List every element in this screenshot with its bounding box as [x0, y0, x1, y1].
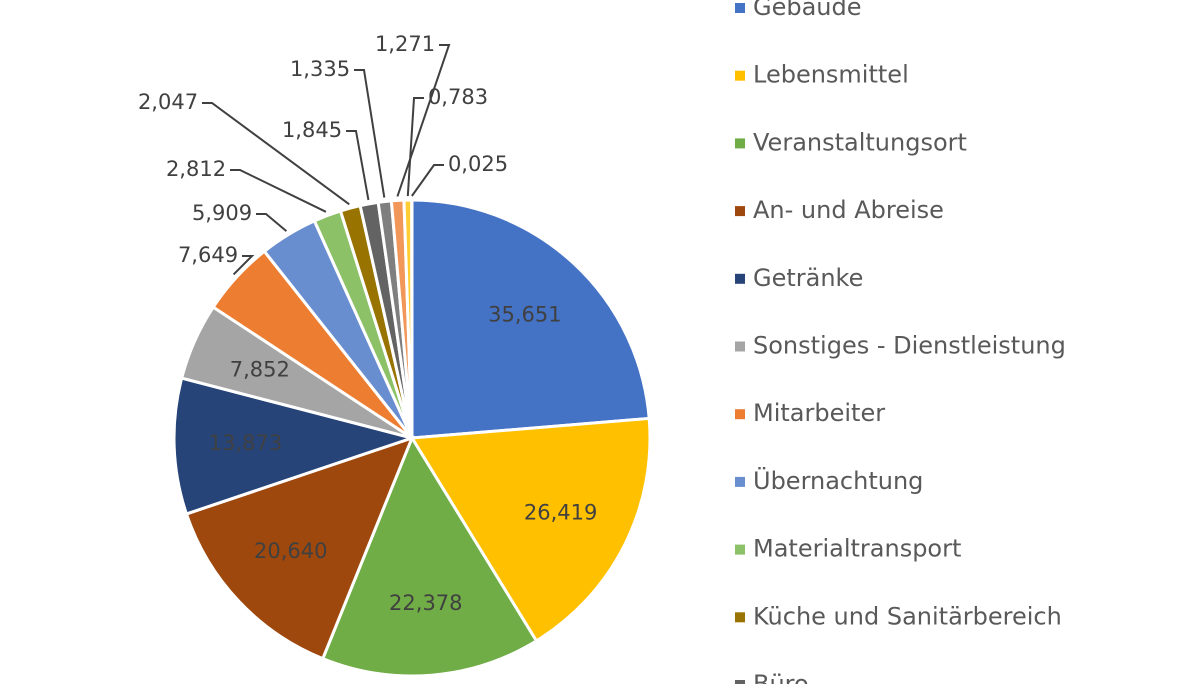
legend-label: Materialtransport: [753, 535, 961, 563]
data-label: 1,335: [290, 57, 350, 81]
data-label: 13,873: [209, 431, 282, 455]
legend-marker: [735, 409, 745, 420]
legend-marker: [735, 544, 745, 555]
leader-line: [354, 69, 386, 198]
data-label: 35,651: [488, 302, 561, 326]
pie-slice: [172, 376, 418, 516]
leader-line: [256, 213, 288, 232]
data-label: 26,419: [524, 500, 597, 524]
pie-slice: [320, 434, 539, 678]
legend-label: Büro: [753, 670, 809, 684]
data-label: 2,047: [138, 90, 198, 114]
data-label: 2,812: [166, 157, 226, 181]
data-label: 5,909: [192, 201, 252, 225]
leader-line: [232, 255, 255, 276]
legend-marker: [735, 612, 745, 623]
data-label: 22,378: [389, 591, 462, 615]
pie-slice: [410, 198, 651, 440]
leader-line: [396, 44, 451, 197]
legend-marker: [735, 341, 745, 352]
data-label: 0,783: [428, 85, 488, 109]
leader-line: [406, 97, 424, 197]
legend-marker: [735, 138, 745, 149]
legend-label: Getränke: [753, 264, 863, 292]
data-label: 1,271: [375, 32, 435, 56]
legend-marker: [735, 476, 745, 487]
data-label: 20,640: [254, 539, 327, 563]
legend-marker: [735, 3, 745, 13]
legend-marker: [735, 680, 745, 684]
legend-label: Lebensmittel: [753, 61, 909, 89]
leader-line: [202, 102, 350, 206]
legend-marker: [735, 70, 745, 81]
data-label: 1,845: [282, 118, 342, 142]
data-label: 7,649: [178, 243, 238, 267]
data-label: 7,852: [230, 357, 290, 381]
legend-label: Sonstiges - Dienstleistung: [753, 332, 1066, 360]
leader-line: [411, 164, 444, 197]
legend-marker: [735, 273, 745, 284]
legend-label: Übernachtung: [753, 466, 923, 495]
legend-label: Gebäude: [753, 0, 862, 21]
legend-label: Küche und Sanitärbereich: [753, 602, 1062, 630]
pie-slice: [409, 416, 652, 643]
legend-label: Veranstaltungsort: [753, 128, 967, 156]
legend-label: Mitarbeiter: [753, 399, 885, 427]
legend-marker: [735, 206, 745, 217]
legend-label: An- und Abreise: [753, 196, 944, 224]
leader-line: [346, 130, 370, 201]
data-label: 0,025: [448, 152, 508, 176]
leader-line: [230, 169, 327, 213]
pie-slice: [184, 435, 415, 661]
